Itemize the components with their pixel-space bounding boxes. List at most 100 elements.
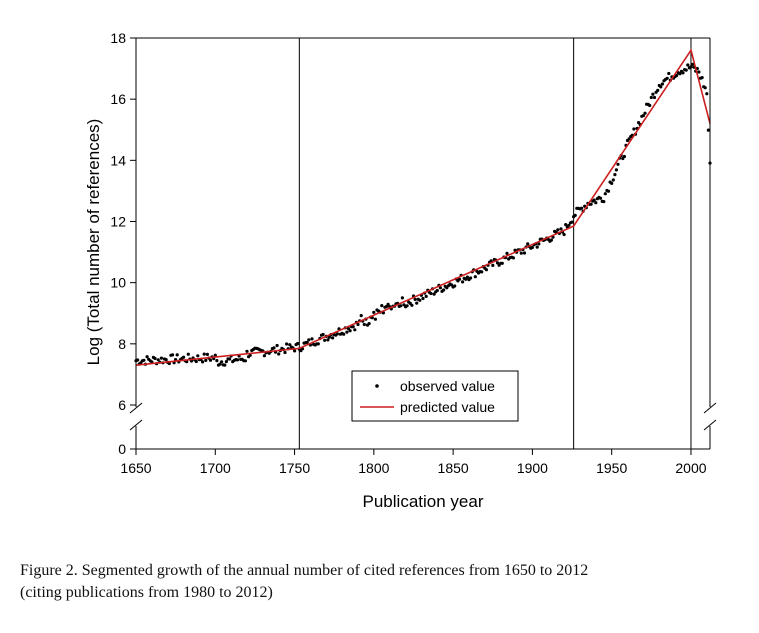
observed-point (283, 350, 287, 355)
observed-point (505, 251, 509, 255)
observed-point (641, 114, 646, 118)
observed-point (535, 245, 539, 249)
y-tick-label: 18 (110, 30, 126, 46)
observed-point (413, 297, 417, 301)
observed-point (438, 286, 442, 290)
observed-point (213, 353, 217, 357)
observed-point (323, 338, 327, 342)
observed-point (522, 251, 527, 255)
observed-point (418, 298, 422, 302)
x-tick-label: 1700 (200, 460, 231, 476)
x-axis-title: Publication year (363, 492, 484, 511)
observed-point (285, 342, 289, 346)
observed-point (705, 92, 709, 96)
axis-break-mark-left (129, 419, 143, 431)
observed-point (410, 303, 414, 307)
observed-point (442, 288, 446, 292)
observed-point (153, 356, 157, 361)
observed-point (288, 343, 292, 347)
observed-point (353, 328, 357, 332)
observed-point (675, 73, 679, 78)
observed-point (681, 71, 685, 75)
observed-point (342, 332, 346, 336)
observed-point (205, 352, 209, 356)
observed-point (602, 200, 606, 204)
observed-point (220, 360, 224, 364)
observed-point (659, 85, 663, 89)
observed-point (660, 82, 665, 86)
observed-point (367, 322, 371, 326)
x-tick-label: 1650 (120, 460, 151, 476)
observed-point (399, 304, 403, 308)
observed-point (310, 337, 314, 341)
observed-point (296, 341, 300, 346)
y-tick-label: 16 (110, 91, 126, 107)
observed-point (262, 354, 266, 358)
observed-point (667, 71, 671, 76)
figure-caption: Figure 2. Segmented growth of the annual… (20, 560, 750, 604)
observed-point (348, 329, 352, 333)
observed-point (243, 359, 247, 363)
observed-point (500, 261, 504, 265)
observed-point (405, 304, 409, 308)
observed-point (567, 223, 571, 227)
predicted-line (135, 48, 711, 366)
observed-point (491, 263, 495, 267)
observed-point (678, 72, 682, 76)
observed-point (424, 294, 428, 298)
observed-point (614, 168, 619, 172)
observed-point (465, 275, 469, 279)
observed-point (643, 111, 647, 115)
observed-point (627, 137, 631, 141)
observed-point (400, 296, 404, 300)
observed-point (464, 277, 468, 281)
observed-point (580, 206, 584, 210)
observed-point (235, 358, 240, 362)
observed-point (435, 288, 439, 293)
observed-point (228, 357, 232, 361)
observed-point (321, 332, 325, 337)
observed-point (145, 355, 149, 359)
legend: observed value predicted value (351, 370, 519, 422)
y-tick-label: 12 (110, 214, 126, 230)
observed-point (245, 349, 249, 353)
observed-point (167, 361, 171, 366)
observed-point (307, 338, 311, 342)
observed-point (549, 238, 554, 242)
observed-point (599, 196, 603, 200)
x-tick-label: 2000 (675, 460, 706, 476)
observed-point (204, 358, 208, 362)
observed-point (564, 223, 568, 227)
observed-point (649, 95, 653, 100)
observed-point (480, 270, 484, 274)
observed-point (356, 322, 360, 327)
observed-point (469, 276, 473, 280)
observed-point (164, 358, 168, 362)
observed-point (201, 360, 205, 364)
observed-point (208, 358, 213, 362)
observed-point (570, 220, 574, 224)
observed-point (684, 68, 688, 72)
observed-point (248, 353, 252, 357)
observed-point (142, 358, 146, 362)
observed-point (632, 127, 636, 131)
observed-point (616, 162, 620, 166)
caption-line-1: Figure 2. Segmented growth of the annual… (20, 562, 589, 579)
observed-point (305, 340, 309, 344)
observed-point (652, 95, 657, 100)
y-axis-title: Log (Total number of references) (84, 119, 103, 366)
legend-label-observed: observed value (400, 378, 495, 394)
observed-point (648, 103, 652, 108)
observed-point (665, 76, 669, 80)
observed-point (613, 173, 617, 177)
observed-point (175, 353, 179, 357)
observed-point (461, 280, 465, 284)
observed-point (537, 242, 541, 246)
observed-point (603, 192, 607, 196)
observed-point (511, 256, 515, 260)
observed-point (372, 310, 376, 314)
observed-point (606, 189, 611, 193)
observed-point (453, 284, 457, 288)
x-tick-label: 1900 (517, 460, 548, 476)
axis-break-mark-right (703, 419, 717, 431)
